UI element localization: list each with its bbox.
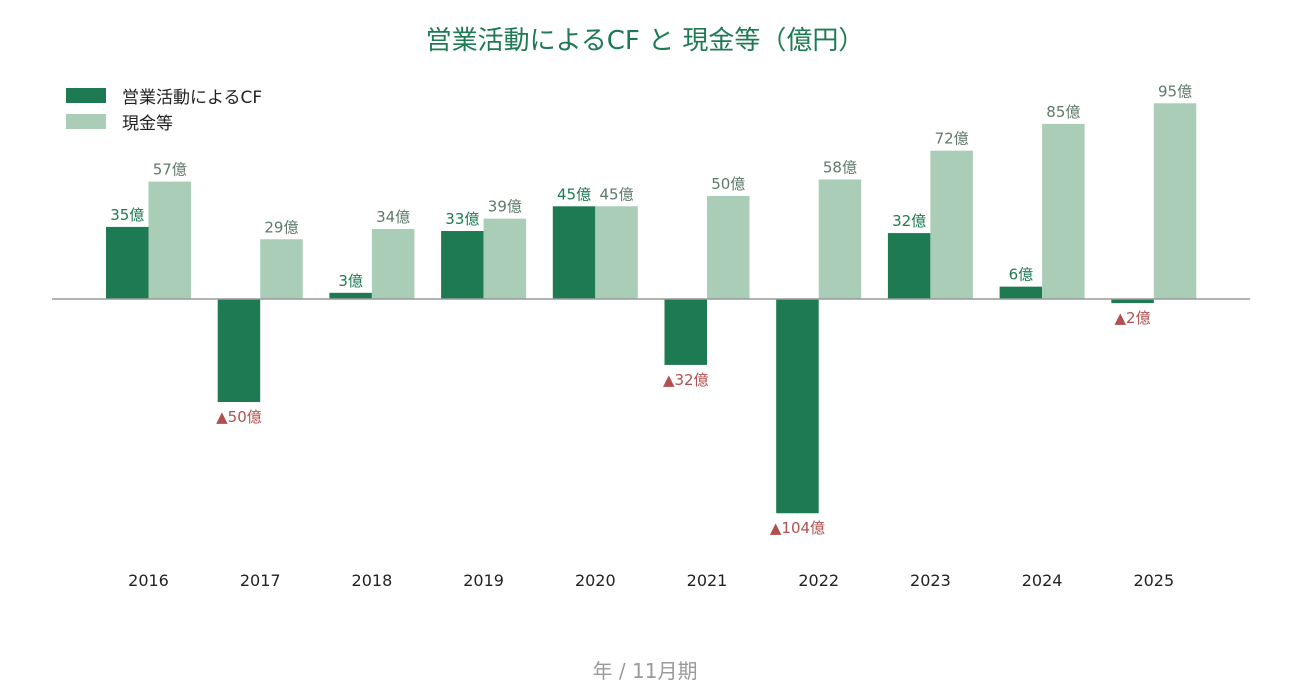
x-tick-2019: 2019 bbox=[463, 571, 504, 590]
x-tick-2025: 2025 bbox=[1133, 571, 1174, 590]
data-label-cash-2022: 58億 bbox=[823, 159, 857, 177]
bar-cf-2019 bbox=[441, 231, 484, 299]
bar-cf-2024 bbox=[999, 286, 1043, 299]
bar-cf-2022 bbox=[776, 299, 819, 514]
x-tick-2022: 2022 bbox=[798, 571, 839, 590]
data-label-cash-2025: 95億 bbox=[1158, 82, 1192, 100]
bar-cf-2025 bbox=[1111, 299, 1154, 304]
bar-cash-2019 bbox=[483, 218, 527, 299]
data-label-cf-2017: ▲50億 bbox=[216, 408, 262, 426]
data-label-cash-2017: 29億 bbox=[264, 218, 298, 236]
legend: 営業活動によるCF 現金等 bbox=[66, 82, 262, 134]
x-tick-2017: 2017 bbox=[240, 571, 281, 590]
bar-cf-2023 bbox=[887, 233, 931, 299]
x-tick-2023: 2023 bbox=[910, 571, 951, 590]
data-label-cash-2019: 39億 bbox=[488, 198, 522, 216]
bar-cash-2020 bbox=[595, 206, 638, 299]
legend-swatch-cf bbox=[66, 87, 106, 103]
data-label-cf-2024: 6億 bbox=[1009, 266, 1034, 284]
data-label-cash-2024: 85億 bbox=[1046, 103, 1080, 121]
data-label-cash-2018: 34億 bbox=[376, 208, 410, 226]
bar-cash-2017 bbox=[260, 239, 303, 299]
bar-cf-2018 bbox=[329, 292, 372, 299]
legend-item-cash: 現金等 bbox=[66, 108, 262, 134]
bar-cash-2022 bbox=[818, 179, 862, 299]
legend-label-cash: 現金等 bbox=[122, 113, 173, 134]
data-label-cf-2019: 33億 bbox=[445, 210, 479, 228]
x-tick-2018: 2018 bbox=[352, 571, 393, 590]
bar-cash-2023 bbox=[930, 150, 973, 299]
bar-cash-2021 bbox=[707, 196, 750, 299]
legend-label-cf: 営業活動によるCF bbox=[122, 87, 263, 108]
bar-cf-2021 bbox=[664, 299, 707, 365]
data-label-cf-2016: 35億 bbox=[110, 206, 144, 224]
bar-cash-2016 bbox=[148, 181, 191, 299]
bar-cf-2020 bbox=[552, 206, 596, 299]
bar-cf-2017 bbox=[217, 299, 261, 402]
x-tick-2020: 2020 bbox=[575, 571, 616, 590]
x-tick-2024: 2024 bbox=[1022, 571, 1063, 590]
data-label-cf-2022: ▲104億 bbox=[770, 519, 825, 537]
bar-cash-2024 bbox=[1042, 123, 1085, 300]
data-label-cf-2021: ▲32億 bbox=[663, 371, 709, 389]
data-label-cash-2016: 57億 bbox=[153, 161, 187, 179]
x-axis-label: 年 / 11月期 bbox=[592, 659, 698, 683]
chart-title: 営業活動によるCF と 現金等（億円） bbox=[425, 26, 865, 56]
x-tick-2016: 2016 bbox=[128, 571, 169, 590]
data-label-cash-2020: 45億 bbox=[600, 185, 634, 203]
bar-cf-2016 bbox=[106, 226, 149, 299]
bar-cash-2018 bbox=[371, 228, 415, 299]
bar-cash-2025 bbox=[1153, 103, 1197, 299]
data-label-cf-2020: 45億 bbox=[557, 185, 591, 203]
data-label-cf-2023: 32億 bbox=[892, 212, 926, 230]
x-tick-2021: 2021 bbox=[687, 571, 728, 590]
legend-item-cf: 営業活動によるCF bbox=[66, 82, 262, 108]
legend-swatch-cash bbox=[66, 113, 106, 129]
data-label-cf-2018: 3億 bbox=[338, 272, 363, 290]
data-label-cf-2025: ▲2億 bbox=[1115, 309, 1151, 327]
data-label-cash-2023: 72億 bbox=[935, 130, 969, 148]
data-label-cash-2021: 50億 bbox=[711, 175, 745, 193]
